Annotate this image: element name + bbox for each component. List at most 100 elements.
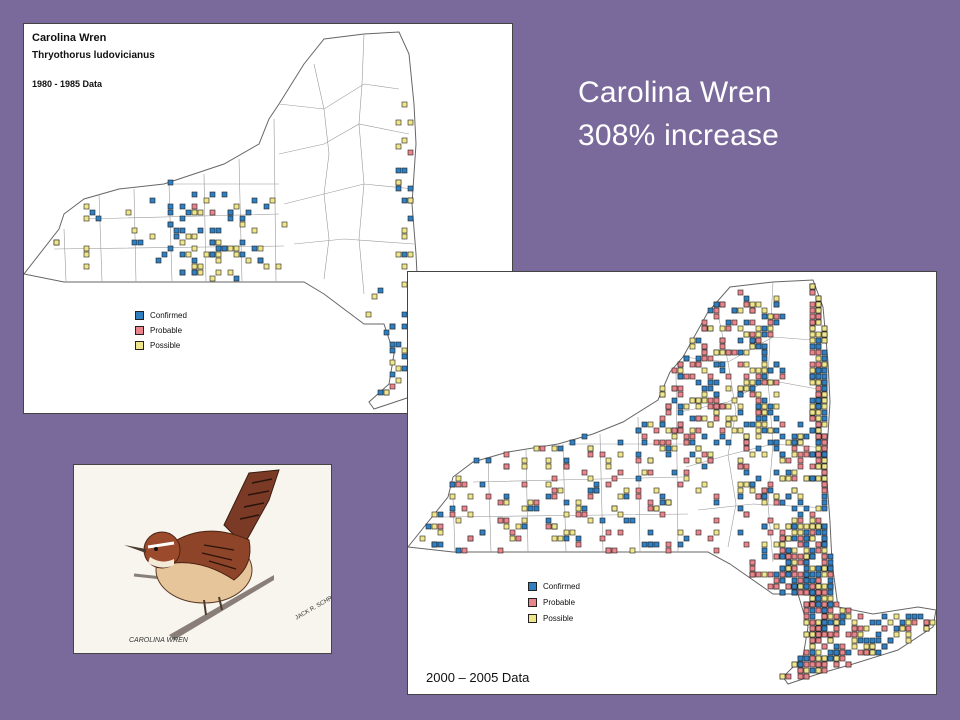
observation-square — [221, 191, 228, 198]
observation-square — [809, 637, 816, 644]
observation-square — [767, 409, 774, 416]
observation-square — [215, 257, 222, 264]
observation-square — [863, 643, 870, 650]
observation-square — [737, 391, 744, 398]
observation-square — [803, 475, 810, 482]
observation-square — [617, 529, 624, 536]
observation-square — [749, 385, 756, 392]
observation-square — [659, 415, 666, 422]
observation-square — [527, 499, 534, 506]
observation-square — [431, 511, 438, 518]
observation-square — [899, 625, 906, 632]
observation-square — [485, 457, 492, 464]
observation-square — [863, 625, 870, 632]
observation-square — [671, 469, 678, 476]
observation-square — [785, 559, 792, 566]
observation-square — [797, 463, 804, 470]
observation-square — [881, 643, 888, 650]
observation-square — [821, 595, 828, 602]
observation-square — [815, 301, 822, 308]
observation-square — [899, 619, 906, 626]
observation-square — [797, 571, 804, 578]
bird-eye — [154, 547, 158, 551]
map-1980-1985: Carolina Wren Thryothorus ludovicianus 1… — [23, 23, 513, 414]
observation-square — [719, 343, 726, 350]
observation-square — [497, 517, 504, 524]
observation-square — [791, 523, 798, 530]
observation-square — [713, 409, 720, 416]
observation-square — [779, 577, 786, 584]
observation-square — [701, 397, 708, 404]
observation-square — [761, 571, 768, 578]
observation-square — [821, 451, 828, 458]
observation-square — [761, 415, 768, 422]
observation-square — [821, 667, 828, 674]
observation-square — [563, 529, 570, 536]
observation-square — [695, 529, 702, 536]
observation-square — [821, 607, 828, 614]
observation-square — [551, 445, 558, 452]
observation-square — [677, 361, 684, 368]
observation-square — [773, 403, 780, 410]
observation-square — [449, 511, 456, 518]
observation-square — [803, 649, 810, 656]
observation-square — [779, 589, 786, 596]
observation-square — [803, 589, 810, 596]
observation-square — [905, 619, 912, 626]
legend-swatch — [135, 311, 144, 320]
observation-square — [461, 547, 468, 554]
observation-square — [821, 325, 828, 332]
observation-square — [521, 481, 528, 488]
observation-square — [809, 301, 816, 308]
observation-square — [779, 313, 786, 320]
observation-square — [275, 263, 282, 270]
observation-square — [827, 601, 834, 608]
observation-square — [599, 535, 606, 542]
observation-square — [773, 577, 780, 584]
observation-square — [791, 433, 798, 440]
observation-square — [365, 311, 372, 318]
observation-square — [689, 439, 696, 446]
observation-square — [797, 529, 804, 536]
observation-square — [743, 319, 750, 326]
observation-square — [455, 481, 462, 488]
observation-square — [401, 263, 408, 270]
observation-square — [791, 517, 798, 524]
observation-square — [713, 547, 720, 554]
observation-square — [731, 415, 738, 422]
observation-square — [809, 289, 816, 296]
observation-square — [653, 427, 660, 434]
legend-swatch — [135, 326, 144, 335]
observation-square — [719, 433, 726, 440]
observation-square — [803, 577, 810, 584]
observation-square — [809, 649, 816, 656]
observation-square — [683, 373, 690, 380]
observation-square — [665, 409, 672, 416]
observation-square — [839, 607, 846, 614]
observation-square — [587, 451, 594, 458]
observation-square — [503, 523, 510, 530]
observation-square — [713, 403, 720, 410]
observation-square — [689, 373, 696, 380]
tail-bars — [239, 478, 273, 520]
observation-square — [611, 475, 618, 482]
observation-square — [677, 367, 684, 374]
legend-probable: Probable — [528, 598, 575, 607]
observation-square — [809, 361, 816, 368]
observation-square — [395, 179, 402, 186]
observation-square — [803, 619, 810, 626]
observation-square — [917, 613, 924, 620]
observation-square — [497, 547, 504, 554]
observation-square — [809, 661, 816, 668]
observation-square — [683, 403, 690, 410]
observation-square — [83, 245, 90, 252]
observation-square — [671, 367, 678, 374]
observation-square — [749, 481, 756, 488]
observation-square — [797, 589, 804, 596]
observation-square — [527, 505, 534, 512]
observation-square — [851, 619, 858, 626]
observation-square — [551, 475, 558, 482]
observation-square — [677, 541, 684, 548]
observation-square — [749, 421, 756, 428]
observation-square — [833, 613, 840, 620]
